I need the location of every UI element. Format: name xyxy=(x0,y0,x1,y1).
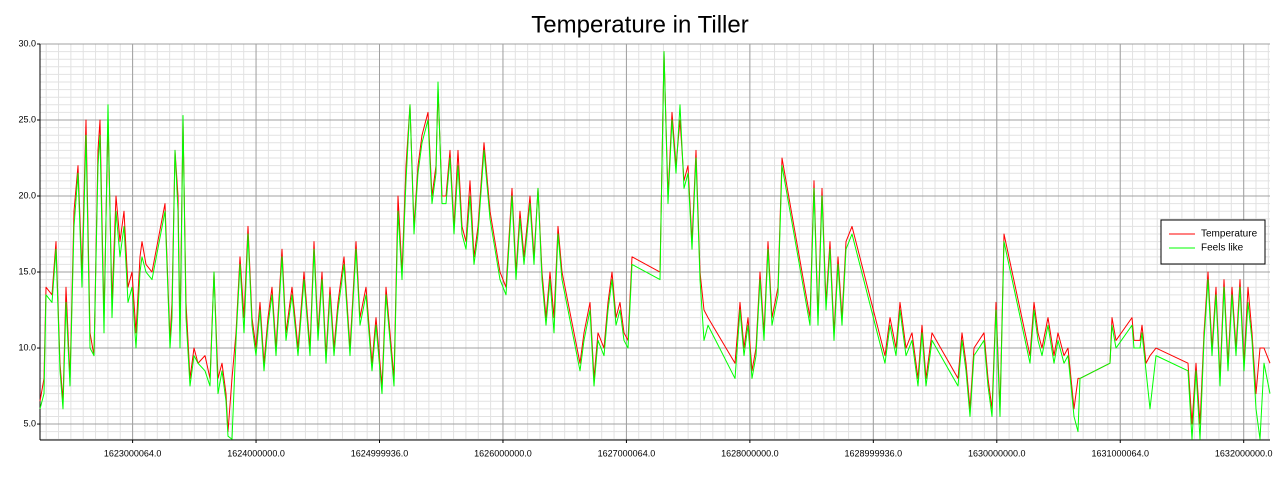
legend-label: Feels like xyxy=(1201,243,1244,254)
y-tick-label: 25.0 xyxy=(18,114,36,124)
legend-label: Temperature xyxy=(1201,229,1258,240)
legend: Temperature Feels like xyxy=(1160,219,1266,265)
x-tick-label: 1624999936.0 xyxy=(351,448,409,458)
y-tick-label: 10.0 xyxy=(18,342,36,352)
y-tick-label: 30.0 xyxy=(18,38,36,48)
x-tick-label: 1628999936.0 xyxy=(845,448,903,458)
x-tick-label: 1632000000.0 xyxy=(1215,448,1273,458)
series-line xyxy=(39,51,1271,433)
y-tick-label: 15.0 xyxy=(18,266,36,276)
x-tick-label: 1630000000.0 xyxy=(968,448,1026,458)
series-line xyxy=(39,51,1271,440)
x-tick-label: 1627000064.0 xyxy=(598,448,656,458)
x-tick-label: 1628000000.0 xyxy=(721,448,779,458)
x-tick-label: 1626000000.0 xyxy=(474,448,532,458)
x-tick-label: 1623000064.0 xyxy=(104,448,162,458)
y-tick-label: 20.0 xyxy=(18,190,36,200)
chart-title: Temperature in Tiller xyxy=(531,11,748,38)
legend-box xyxy=(1160,219,1266,265)
x-tick-label: 1624000000.0 xyxy=(227,448,285,458)
x-tick-label: 1631000064.0 xyxy=(1091,448,1149,458)
y-tick-label: 5.0 xyxy=(23,418,36,428)
